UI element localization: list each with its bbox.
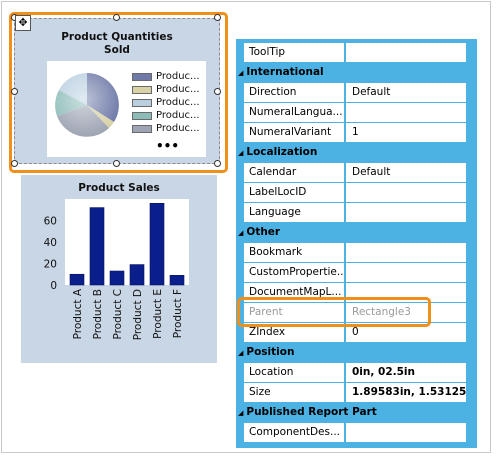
bar [149,202,165,286]
selection-highlight [9,12,228,173]
property-row[interactable]: Parent Rectangle3 [236,302,477,322]
resize-handle-sw[interactable] [11,160,18,167]
bar-chart-plot: 0 20 40 60 Product A Product B Product C Produc… [44,199,189,340]
property-category[interactable]: ◢ Localization [236,142,477,162]
pie-chart-product-quantities[interactable]: Product Quantities Sold Produc... Produc.… [14,18,220,164]
legend-more: ••• [156,139,180,153]
property-name: Location [244,363,344,382]
bar [89,207,105,286]
property-name: NumeralVariant [244,123,344,142]
chart-title: Product Sales [78,182,160,194]
property-value[interactable] [346,43,466,62]
property-value[interactable] [346,263,466,282]
collapse-icon[interactable]: ◢ [238,349,244,357]
chart-plot-area: Produc... Produc... Produc... Produc... … [47,61,206,157]
property-row[interactable]: Size 1.89583in, 1.53125in [236,382,477,402]
property-row[interactable]: CustomPropertie... [236,262,477,282]
move-icon[interactable]: ✥ [15,15,31,31]
parent-row-highlight [237,297,431,327]
property-name: ToolTip [244,43,344,62]
property-name: LabelLocID [244,183,344,202]
x-tick-label: Product D [132,289,144,340]
property-row[interactable]: Direction Default [236,82,477,102]
x-tick-label: Product E [152,289,164,339]
resize-handle-s[interactable] [113,160,120,167]
property-name: Calendar [244,163,344,182]
property-row[interactable]: Language [236,202,477,222]
property-row[interactable]: Bookmark [236,242,477,262]
property-row[interactable]: NumeralVariant 1 [236,122,477,142]
x-tick-label: Product F [172,289,184,338]
resize-handle-ne[interactable] [214,14,221,21]
property-value[interactable]: 1.89583in, 1.53125in [346,383,466,402]
property-row[interactable]: ToolTip [236,42,477,62]
property-value[interactable] [346,103,466,122]
bar [109,270,125,286]
property-row[interactable]: NumeralLangua... [236,102,477,122]
resize-handle-n[interactable] [113,14,120,21]
bar [69,273,85,286]
plot-background [65,199,189,285]
property-value: Rectangle3 [346,303,466,322]
category-label: ◢ Position [238,346,295,358]
bar [129,264,145,286]
property-name: ZIndex [244,323,344,342]
property-category[interactable]: ◢ Published Report Part [236,402,477,422]
property-name: Parent [244,303,344,322]
property-value[interactable] [346,203,466,222]
property-value[interactable] [346,243,466,262]
resize-handle-w[interactable] [11,88,18,95]
property-name: Direction [244,83,344,102]
y-tick-label: 0 [50,280,57,292]
x-tick-label: Product C [112,289,124,340]
property-name: Language [244,203,344,222]
y-tick-label: 40 [44,237,57,249]
property-row[interactable]: ZIndex 0 [236,322,477,342]
resize-handle-se[interactable] [214,160,221,167]
y-tick-label: 60 [44,216,57,228]
property-value[interactable]: 0in, 02.5in [346,363,466,382]
property-value[interactable] [346,423,466,442]
property-value[interactable]: 0 [346,323,466,342]
property-category[interactable]: ◢ Position [236,342,477,362]
property-value[interactable]: Default [346,163,466,182]
property-category[interactable]: ◢ Other [236,222,477,242]
property-category[interactable]: ◢ International [236,62,477,82]
property-value[interactable]: Default [346,83,466,102]
category-label: ◢ Other [238,226,281,238]
property-name: NumeralLangua... [244,103,344,122]
category-label: ◢ Localization [238,146,318,158]
property-row[interactable]: ComponentDes... [236,422,477,442]
property-row[interactable]: Location 0in, 02.5in [236,362,477,382]
y-tick-label: 20 [44,259,57,271]
property-name: ComponentDes... [244,423,344,442]
collapse-icon[interactable]: ◢ [238,69,244,77]
collapse-icon[interactable]: ◢ [238,229,244,237]
collapse-icon[interactable]: ◢ [238,409,244,417]
chart-title: Product Quantities Sold [61,31,173,56]
category-label: ◢ Published Report Part [238,406,377,418]
collapse-icon[interactable]: ◢ [238,149,244,157]
pie-graphic [55,73,119,137]
x-tick-label: Product B [92,289,104,339]
resize-handle-e[interactable] [214,88,221,95]
property-value[interactable] [346,183,466,202]
property-name: CustomPropertie... [244,263,344,282]
property-row[interactable]: LabelLocID [236,182,477,202]
property-row[interactable]: Calendar Default [236,162,477,182]
properties-grid: ToolTip ◢ International Direction Default Num… [236,39,477,448]
property-name: Bookmark [244,243,344,262]
category-label: ◢ International [238,66,324,78]
bar-chart-product-sales[interactable]: Product Sales 0 20 40 60 Product A Product B P… [21,175,217,363]
property-name: Size [244,383,344,402]
bar [169,275,185,286]
property-value[interactable]: 1 [346,123,466,142]
x-tick-label: Product A [72,288,84,339]
